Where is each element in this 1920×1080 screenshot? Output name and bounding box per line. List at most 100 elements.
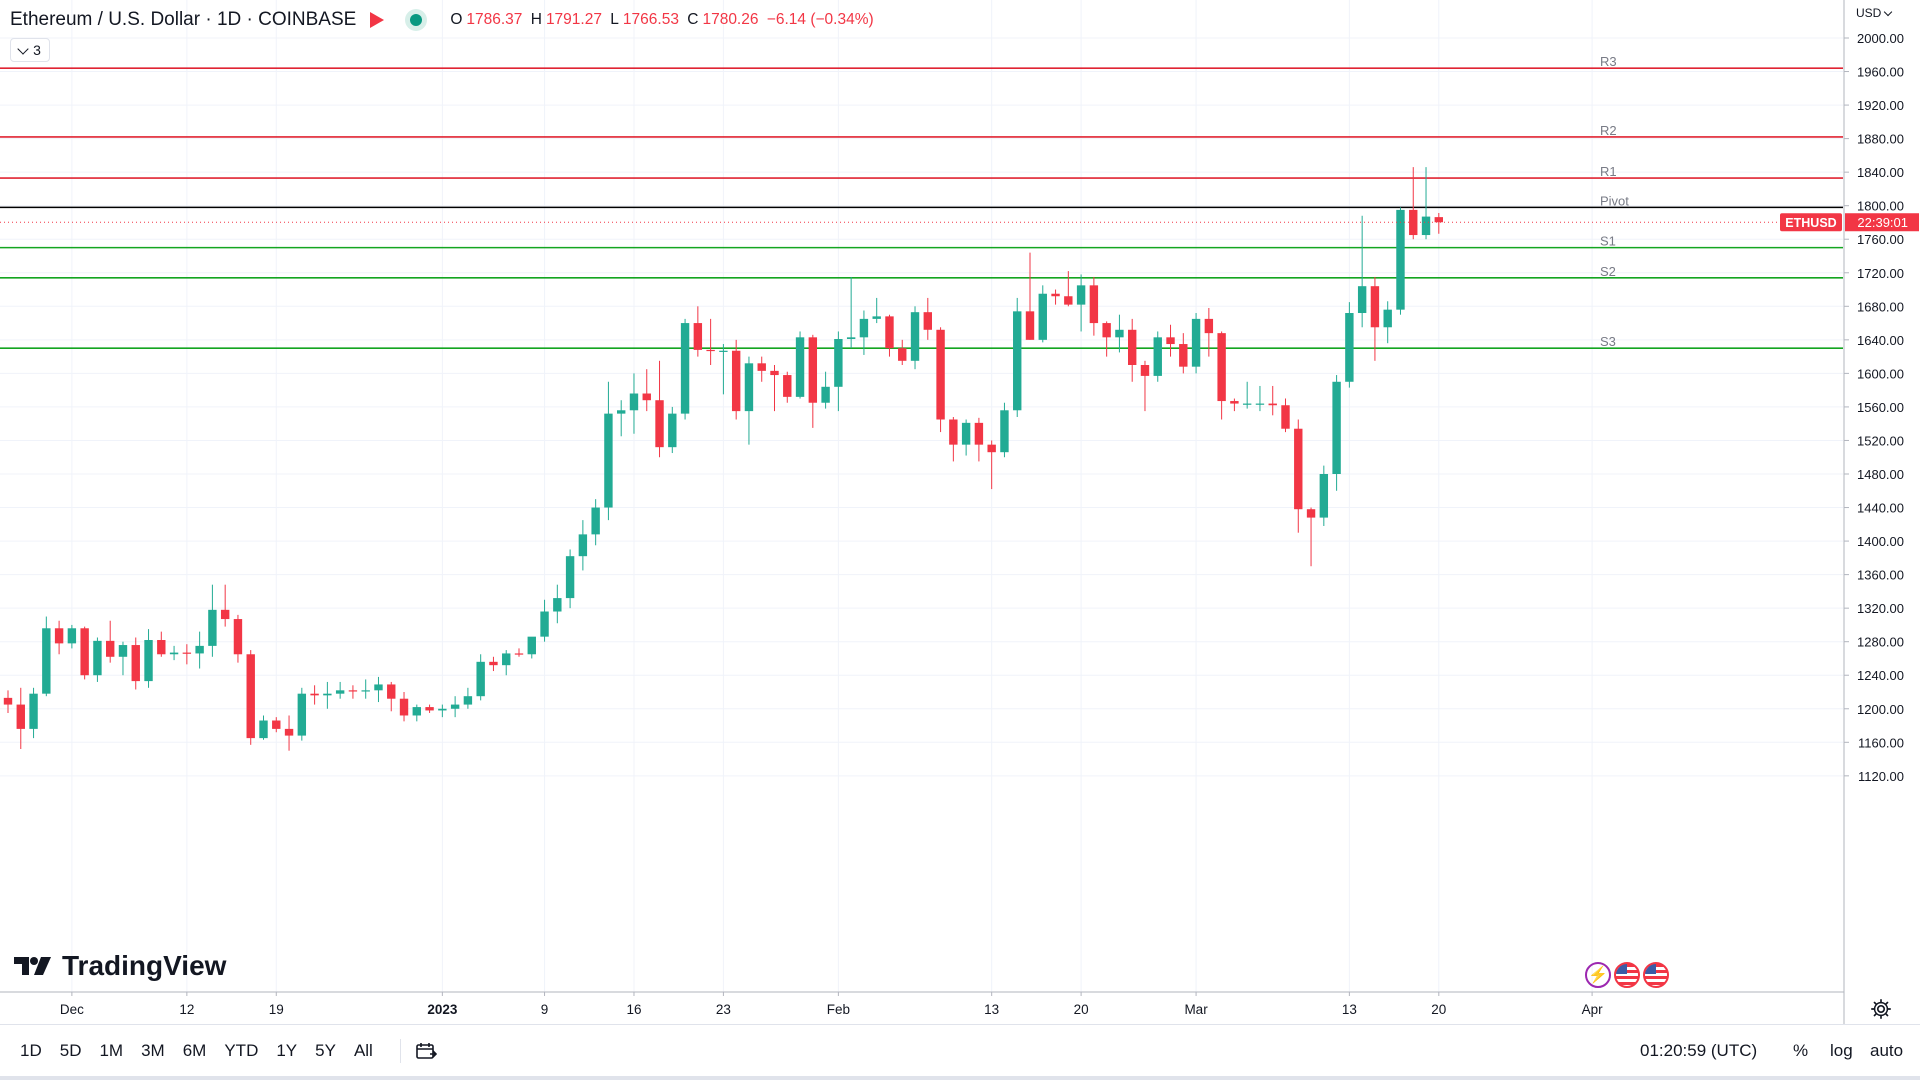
flag-icon[interactable] [370,12,385,28]
candle-down [284,715,294,751]
legend-header: Ethereum / U.S. Dollar · 1D · COINBASE O… [0,0,1850,40]
candle-body [617,410,626,414]
gear-icon[interactable] [1870,998,1892,1020]
time-tick-label: 23 [716,1002,731,1017]
us-event-icon[interactable] [1643,962,1669,988]
candle-down [987,440,996,490]
range-5d-button[interactable]: 5D [59,1040,82,1060]
range-all-button[interactable]: All [353,1040,373,1060]
candle-body [1332,381,1341,474]
candle-body [923,312,932,330]
pivot-levels-layer: R3 R2 R1 Pivot S1 S2 S3 [0,54,1843,349]
candle-body [1281,405,1290,429]
candle-body [80,628,89,676]
toolbar-divider [399,1038,401,1063]
candle-body [1434,217,1443,223]
candle-body [246,654,255,739]
range-ytd-button[interactable]: YTD [224,1040,259,1060]
indicators-collapse-button[interactable]: 3 [10,38,50,62]
candle-body [1370,286,1380,328]
candle-down [1217,331,1226,420]
candle-down [949,416,958,462]
range-1m-button[interactable]: 1M [99,1040,124,1060]
currency-label: USD [1856,6,1882,20]
candle-body [961,422,971,445]
candle-up [450,696,460,718]
candle-body [3,697,13,705]
candle-body [1115,329,1124,338]
candle-body [1179,344,1188,367]
candle-body [629,393,639,411]
open-value: 1786.37 [466,11,523,28]
candle-up [846,276,856,349]
log-scale-toggle[interactable]: log [1830,1040,1853,1060]
candle-down [1230,398,1239,412]
utc-clock[interactable]: 01:20:59 (UTC) [1640,1040,1758,1060]
time-tick-label: Dec [60,1002,84,1017]
candle-down [106,620,115,663]
candle-body [29,693,38,729]
price-tick-label: 1960.00 [1857,65,1904,80]
candle-up [195,631,204,669]
candle-up [859,310,869,355]
price-tick-label: 1880.00 [1857,132,1904,147]
candle-body [361,690,370,692]
candle-up [323,681,332,709]
watermark-text: TradingView [62,950,227,981]
auto-scale-toggle[interactable]: auto [1870,1040,1904,1060]
range-3m-button[interactable]: 3M [141,1040,165,1060]
candle-up [680,318,690,420]
range-1d-button[interactable]: 1D [20,1040,42,1060]
price-tick-label: 1480.00 [1857,467,1904,482]
candle-down [16,687,25,750]
candle-up [93,637,102,682]
candle-up [297,687,307,741]
candle-up [719,344,728,395]
time-tick-label: Mar [1184,1002,1208,1017]
candle-body [859,318,869,338]
price-tick-label: 2000.00 [1857,31,1904,46]
candle-body [348,690,358,692]
candle-body [1102,323,1111,338]
candle-up [29,687,38,739]
candle-body [1319,474,1329,518]
flash-event-icon[interactable]: ⚡ [1585,962,1611,988]
candle-up [591,499,600,546]
change-value: −6.14 (−0.34%) [766,11,874,28]
currency-button[interactable]: USD [1856,6,1893,20]
candle-body [1051,293,1060,297]
date-range-icon[interactable] [415,1042,437,1060]
market-status-icon[interactable] [410,14,423,26]
candle-body [1089,285,1099,324]
range-6m-button[interactable]: 6M [182,1040,207,1060]
candle-up [1319,465,1329,526]
range-5y-button[interactable]: 5Y [315,1040,336,1060]
candle-body [668,413,677,448]
percent-scale-toggle[interactable]: % [1793,1040,1809,1060]
price-tick-label: 1760.00 [1857,232,1904,247]
candle-up [961,419,971,456]
candle-body [310,693,319,696]
symbol-tag-label: ETHUSD [1785,216,1836,230]
candle-up [42,616,51,697]
candle-down [693,306,703,357]
countdown-tag-label: 22:39:01 [1857,215,1908,230]
candle-body [425,707,434,711]
chart-events[interactable]: ⚡ [1585,962,1669,988]
candle-up [1255,385,1265,412]
candle-down [1294,419,1303,533]
candle-down [936,327,945,433]
candle-body [1230,401,1239,404]
candle-up [617,400,626,437]
pivot-level-label: R1 [1600,164,1617,179]
candle-up [412,704,421,722]
candle-up [476,654,485,701]
range-1y-button[interactable]: 1Y [276,1040,298,1060]
price-tick-label: 1280.00 [1857,635,1904,650]
candle-body [1396,209,1405,310]
symbol-title[interactable]: Ethereum / U.S. Dollar · 1D · COINBASE [10,9,357,30]
candle-up [335,681,345,699]
candle-down [808,334,818,428]
us-event-icon[interactable] [1614,962,1640,988]
